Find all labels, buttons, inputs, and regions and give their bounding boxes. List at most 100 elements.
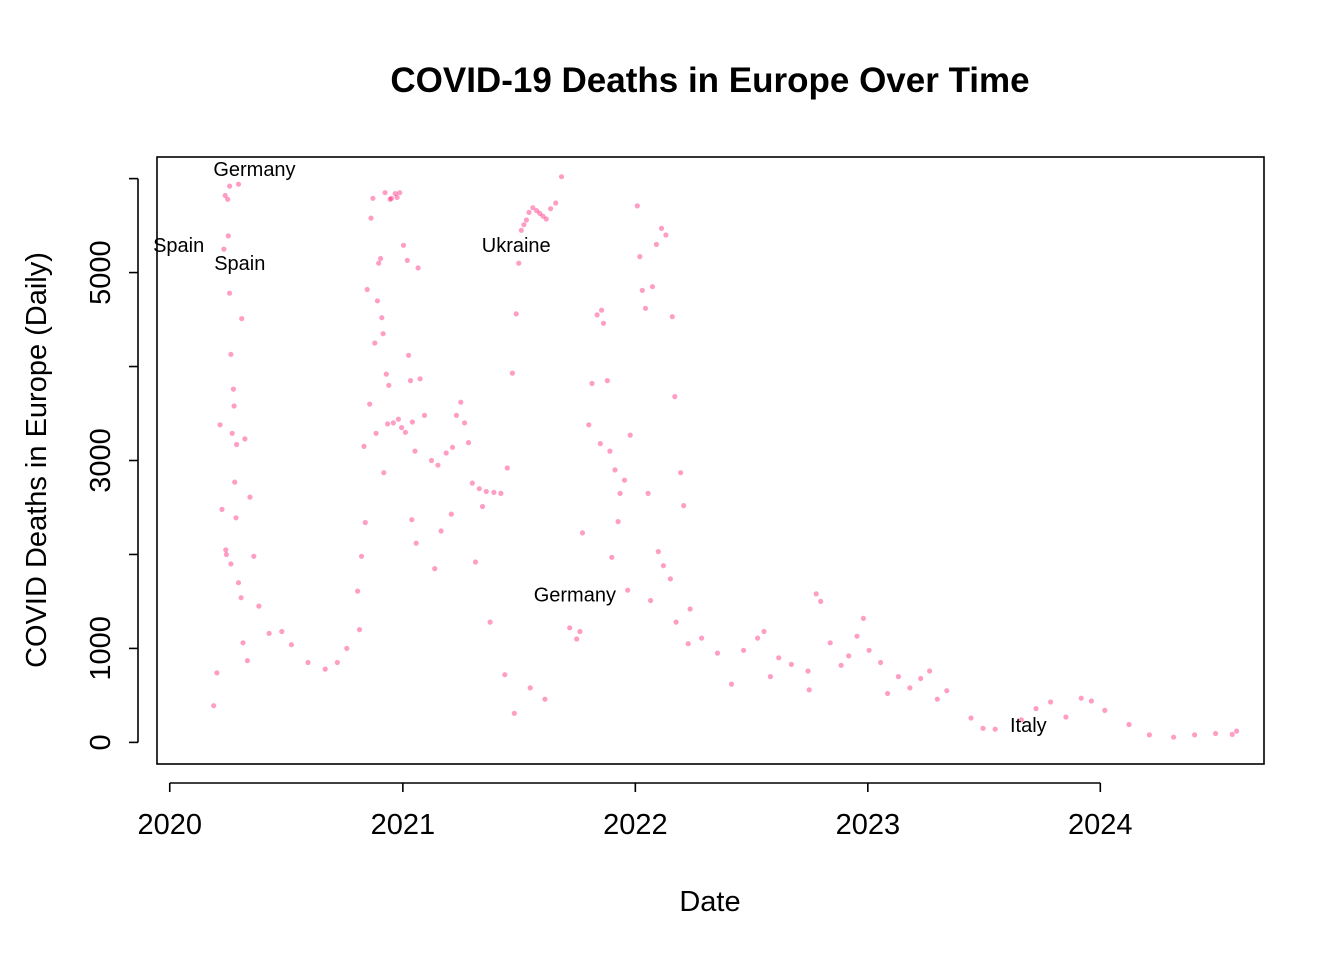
data-point bbox=[235, 181, 242, 187]
x-tick-label: 2021 bbox=[371, 809, 436, 841]
data-point bbox=[609, 554, 615, 560]
data-point bbox=[594, 312, 600, 318]
data-point bbox=[577, 628, 583, 635]
data-point bbox=[487, 619, 493, 625]
data-point bbox=[1088, 698, 1094, 704]
data-point bbox=[413, 540, 419, 546]
data-point bbox=[228, 351, 234, 357]
data-point bbox=[251, 553, 257, 559]
data-point bbox=[653, 241, 660, 247]
data-point bbox=[219, 506, 225, 512]
data-point bbox=[1018, 717, 1024, 723]
data-point bbox=[223, 551, 229, 558]
data-point bbox=[458, 399, 464, 405]
data-point bbox=[649, 284, 656, 290]
data-point bbox=[368, 215, 374, 221]
data-point bbox=[222, 192, 228, 199]
data-point bbox=[370, 195, 376, 201]
data-point bbox=[813, 591, 819, 597]
data-point bbox=[239, 316, 245, 322]
x-tick-label: 2024 bbox=[1068, 809, 1133, 841]
data-point bbox=[660, 563, 667, 569]
data-point bbox=[625, 587, 631, 593]
y-axis: 0 1000 3000 5000 bbox=[85, 177, 139, 750]
data-point bbox=[687, 606, 693, 612]
data-point bbox=[412, 448, 418, 454]
data-point bbox=[449, 444, 456, 450]
data-point bbox=[399, 425, 405, 431]
data-point bbox=[567, 625, 573, 631]
data-point bbox=[542, 696, 548, 702]
data-point bbox=[479, 503, 486, 510]
point-annotation: Germany bbox=[534, 584, 616, 606]
data-point bbox=[421, 412, 428, 418]
data-point bbox=[1171, 734, 1177, 740]
data-point bbox=[242, 436, 248, 442]
data-point bbox=[854, 633, 860, 639]
data-point bbox=[655, 549, 661, 555]
data-point bbox=[1078, 695, 1084, 701]
data-point bbox=[392, 191, 398, 197]
data-point bbox=[788, 661, 795, 668]
data-point bbox=[586, 422, 592, 428]
data-point bbox=[223, 547, 229, 553]
data-point bbox=[540, 213, 546, 219]
data-point bbox=[927, 668, 933, 674]
data-point bbox=[381, 470, 387, 476]
data-point bbox=[663, 232, 669, 238]
data-point bbox=[417, 376, 423, 382]
data-point bbox=[667, 576, 674, 582]
data-point bbox=[358, 553, 365, 559]
point-annotation: Italy bbox=[1010, 715, 1047, 737]
data-point bbox=[438, 528, 444, 534]
data-point bbox=[699, 635, 705, 641]
data-point bbox=[838, 662, 844, 668]
data-point bbox=[523, 217, 530, 223]
data-point bbox=[818, 598, 824, 605]
data-point bbox=[435, 462, 441, 468]
data-point bbox=[498, 490, 504, 496]
data-point bbox=[443, 450, 449, 456]
data-point bbox=[806, 687, 812, 693]
data-point bbox=[386, 382, 392, 388]
data-point bbox=[518, 227, 524, 233]
data-point bbox=[231, 403, 237, 409]
data-point bbox=[637, 254, 643, 260]
data-point bbox=[409, 419, 415, 425]
data-point bbox=[504, 465, 510, 471]
data-point bbox=[362, 519, 368, 526]
data-point bbox=[558, 174, 565, 180]
data-point bbox=[228, 561, 234, 567]
data-point bbox=[400, 242, 407, 248]
data-point bbox=[387, 196, 393, 202]
data-point bbox=[376, 260, 382, 266]
data-point bbox=[453, 412, 459, 418]
data-point bbox=[432, 566, 438, 572]
data-point bbox=[1192, 732, 1198, 738]
data-point bbox=[534, 208, 540, 214]
x-tick-label: 2020 bbox=[137, 809, 202, 841]
data-point bbox=[266, 630, 272, 637]
data-point bbox=[527, 685, 533, 691]
data-point bbox=[256, 603, 262, 609]
data-point bbox=[388, 195, 394, 201]
data-point bbox=[244, 658, 250, 664]
x-tick-label: 2023 bbox=[836, 809, 901, 841]
y-tick-label: 1000 bbox=[85, 616, 117, 681]
data-point bbox=[1229, 731, 1235, 738]
data-point bbox=[548, 206, 554, 212]
data-point bbox=[428, 457, 435, 464]
data-point bbox=[805, 668, 811, 674]
data-point bbox=[895, 674, 902, 680]
data-point bbox=[409, 517, 415, 523]
data-point bbox=[627, 432, 633, 438]
data-point bbox=[305, 659, 311, 666]
data-point bbox=[537, 210, 543, 216]
data-point bbox=[669, 314, 675, 320]
data-point bbox=[642, 305, 649, 311]
data-point bbox=[755, 635, 761, 641]
data-point bbox=[382, 190, 388, 196]
data-point bbox=[741, 647, 747, 653]
data-point bbox=[634, 203, 640, 209]
